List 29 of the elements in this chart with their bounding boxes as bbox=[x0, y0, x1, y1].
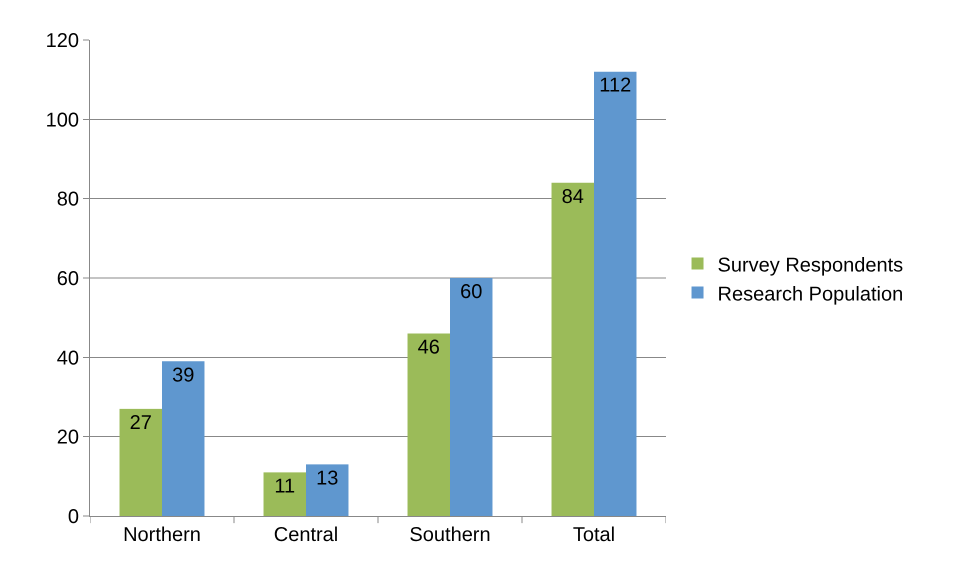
data-label: 39 bbox=[172, 364, 194, 386]
data-label: 60 bbox=[460, 281, 482, 303]
legend-label: Survey Respondents bbox=[718, 254, 904, 276]
y-tick-label: 0 bbox=[68, 506, 79, 528]
bar bbox=[306, 464, 348, 516]
y-tick-label: 40 bbox=[56, 347, 79, 370]
bar bbox=[450, 278, 492, 516]
legend-label: Research Population bbox=[718, 283, 904, 306]
bar bbox=[264, 472, 306, 516]
x-tick-label: Northern bbox=[123, 524, 201, 546]
x-tick-label: Total bbox=[572, 524, 616, 546]
y-tick-label: 80 bbox=[56, 188, 79, 211]
data-label: 13 bbox=[316, 467, 338, 490]
y-tick-label: 100 bbox=[46, 109, 79, 132]
data-label: 11 bbox=[274, 475, 296, 498]
bar bbox=[408, 334, 450, 516]
data-label: 27 bbox=[130, 412, 152, 434]
y-tick-label: 20 bbox=[56, 426, 79, 449]
data-label: 46 bbox=[418, 336, 440, 359]
y-tick-label: 120 bbox=[46, 30, 79, 52]
data-label: 84 bbox=[562, 186, 584, 208]
bar bbox=[162, 361, 204, 516]
x-tick-label: Central bbox=[274, 524, 338, 546]
bar bbox=[120, 408, 162, 516]
bar bbox=[552, 182, 594, 516]
y-tick-label: 60 bbox=[56, 268, 79, 290]
data-label: 112 bbox=[599, 74, 632, 97]
x-tick-label: Southern bbox=[409, 524, 491, 546]
bar bbox=[594, 72, 636, 516]
